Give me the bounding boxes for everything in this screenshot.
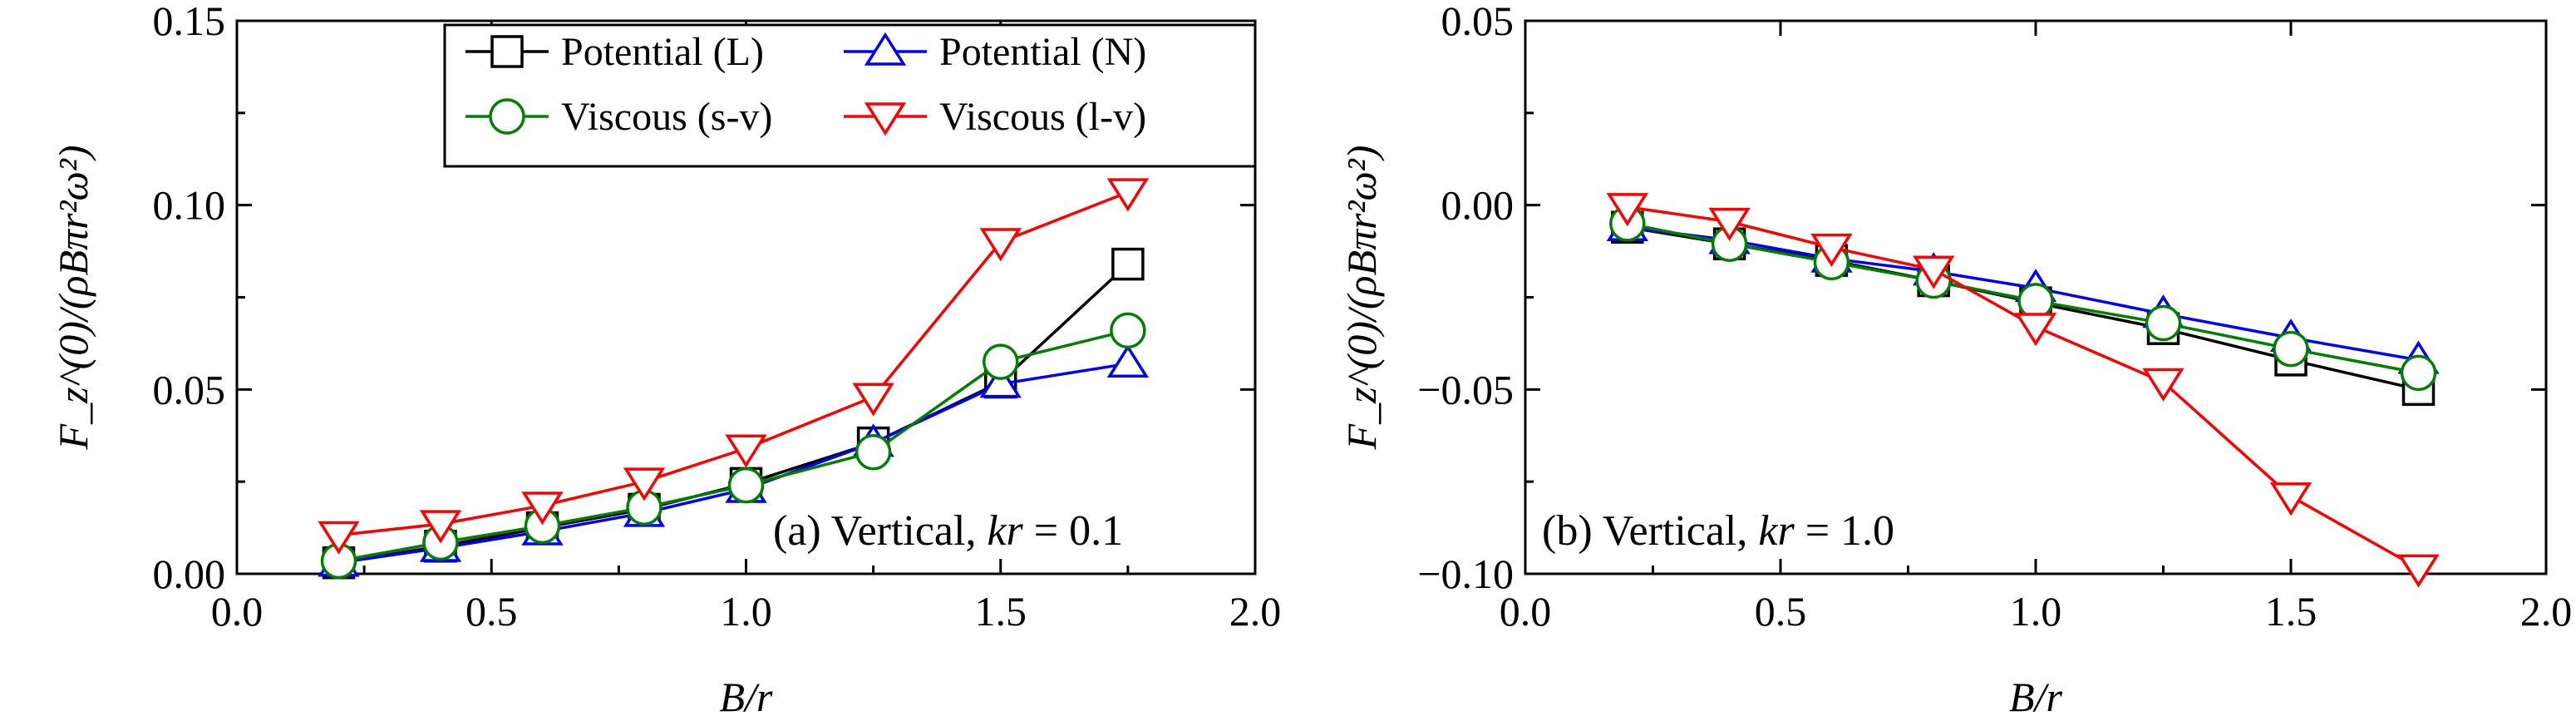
legend-entry: Viscous (l-v) bbox=[844, 95, 1146, 139]
data-point bbox=[2400, 354, 2437, 392]
series-3 bbox=[318, 178, 1150, 555]
y-axis-label: F_z^(0)/(ρBπr²ω²) bbox=[50, 146, 96, 451]
x-tick-label: 0.5 bbox=[1755, 588, 1807, 635]
panel-label: (b) Vertical, kr = 1.0 bbox=[1542, 507, 1894, 555]
y-tick-label: 0.00 bbox=[153, 551, 226, 597]
data-point bbox=[1106, 178, 1150, 212]
data-point bbox=[2017, 283, 2054, 319]
y-tick-label: 0.05 bbox=[153, 366, 226, 412]
series-line bbox=[1627, 205, 2420, 570]
series-3 bbox=[1606, 193, 2440, 588]
x-tick-label: 2.0 bbox=[2520, 588, 2573, 635]
legend-label: Viscous (s-v) bbox=[561, 95, 772, 139]
y-tick-label: −0.10 bbox=[1417, 551, 1514, 597]
legend-marker bbox=[864, 102, 907, 136]
data-point bbox=[2273, 330, 2309, 368]
series-line bbox=[338, 190, 1129, 537]
series-2 bbox=[320, 312, 1146, 580]
data-point bbox=[2397, 554, 2440, 588]
x-tick-label: 0.5 bbox=[465, 588, 518, 635]
legend-marker bbox=[864, 32, 907, 66]
panel-label-var: kr bbox=[1758, 507, 1795, 555]
legend-box bbox=[443, 23, 1257, 168]
legend-label: Viscous (l-v) bbox=[939, 95, 1146, 139]
data-point bbox=[983, 343, 1019, 380]
data-point bbox=[1708, 207, 1751, 241]
series-2 bbox=[1609, 205, 2437, 392]
data-point bbox=[1810, 233, 1853, 267]
panel-a: 0.0 0.5 1.0 1.5 2.0 0.00 0.05 0.10 0.15 B/r F_z^(0… bbox=[50, 0, 1281, 720]
data-point bbox=[1913, 255, 1955, 289]
y-tick-label: −0.05 bbox=[1417, 366, 1514, 412]
x-tick-label: 1.0 bbox=[2010, 588, 2062, 635]
data-point bbox=[979, 364, 1022, 398]
data-point bbox=[1606, 193, 1648, 227]
data-point bbox=[623, 467, 666, 501]
panel-label-prefix: (b) Vertical, bbox=[1542, 507, 1758, 555]
x-tick-label: 0.0 bbox=[211, 588, 264, 635]
y-tick-label: 0.05 bbox=[1441, 0, 1515, 44]
legend-label: Potential (L) bbox=[561, 30, 764, 74]
legend-entry: Viscous (s-v) bbox=[465, 95, 772, 139]
x-axis-label: B/r bbox=[720, 674, 773, 720]
data-point bbox=[855, 433, 892, 471]
y-tick-label: 0.10 bbox=[153, 182, 226, 229]
legend: Potential (L) Potential (N) Viscous (s-v) V… bbox=[443, 23, 1257, 168]
legend-entry: Potential (N) bbox=[844, 30, 1146, 74]
x-tick-label: 1.0 bbox=[720, 588, 772, 635]
data-point bbox=[2269, 482, 2312, 516]
legend-marker bbox=[489, 98, 525, 135]
data-point bbox=[2145, 304, 2182, 342]
x-tick-label: 1.5 bbox=[2265, 588, 2317, 635]
legend-label: Potential (N) bbox=[939, 30, 1146, 74]
data-point bbox=[1110, 312, 1146, 349]
legend-entry: Potential (L) bbox=[465, 30, 764, 74]
y-axis-label: F_z^(0)/(ρBπr²ω²) bbox=[1338, 146, 1385, 451]
y-tick-label: 0.00 bbox=[1441, 182, 1515, 229]
panel-label: (a) Vertical, kr = 0.1 bbox=[773, 507, 1123, 555]
data-point bbox=[521, 491, 564, 526]
data-point bbox=[318, 521, 360, 555]
x-tick-label: 2.0 bbox=[1229, 588, 1282, 635]
panel-label-suffix: = 0.1 bbox=[1023, 507, 1123, 555]
data-point bbox=[852, 383, 894, 417]
x-axis-label: B/r bbox=[2009, 674, 2062, 720]
data-point bbox=[727, 467, 765, 504]
panel-label-var: kr bbox=[987, 507, 1023, 555]
data-point bbox=[2142, 368, 2184, 402]
y-tick-label: 0.15 bbox=[153, 0, 226, 44]
panel-label-suffix: = 1.0 bbox=[1795, 507, 1894, 555]
legend-marker bbox=[490, 35, 524, 68]
data-point bbox=[419, 510, 462, 544]
data-point bbox=[2014, 313, 2057, 347]
panel-label-prefix: (a) Vertical, bbox=[773, 507, 987, 555]
x-tick-label: 0.0 bbox=[1500, 588, 1552, 635]
data-point bbox=[1111, 247, 1145, 281]
data-point bbox=[1106, 344, 1150, 378]
data-point bbox=[725, 434, 767, 468]
data-point bbox=[979, 228, 1022, 262]
x-tick-label: 1.5 bbox=[975, 588, 1027, 635]
panel-b: 0.0 0.5 1.0 1.5 2.0 −0.10 −0.05 0.00 0.05 B/r F_z^… bbox=[1338, 0, 2572, 720]
